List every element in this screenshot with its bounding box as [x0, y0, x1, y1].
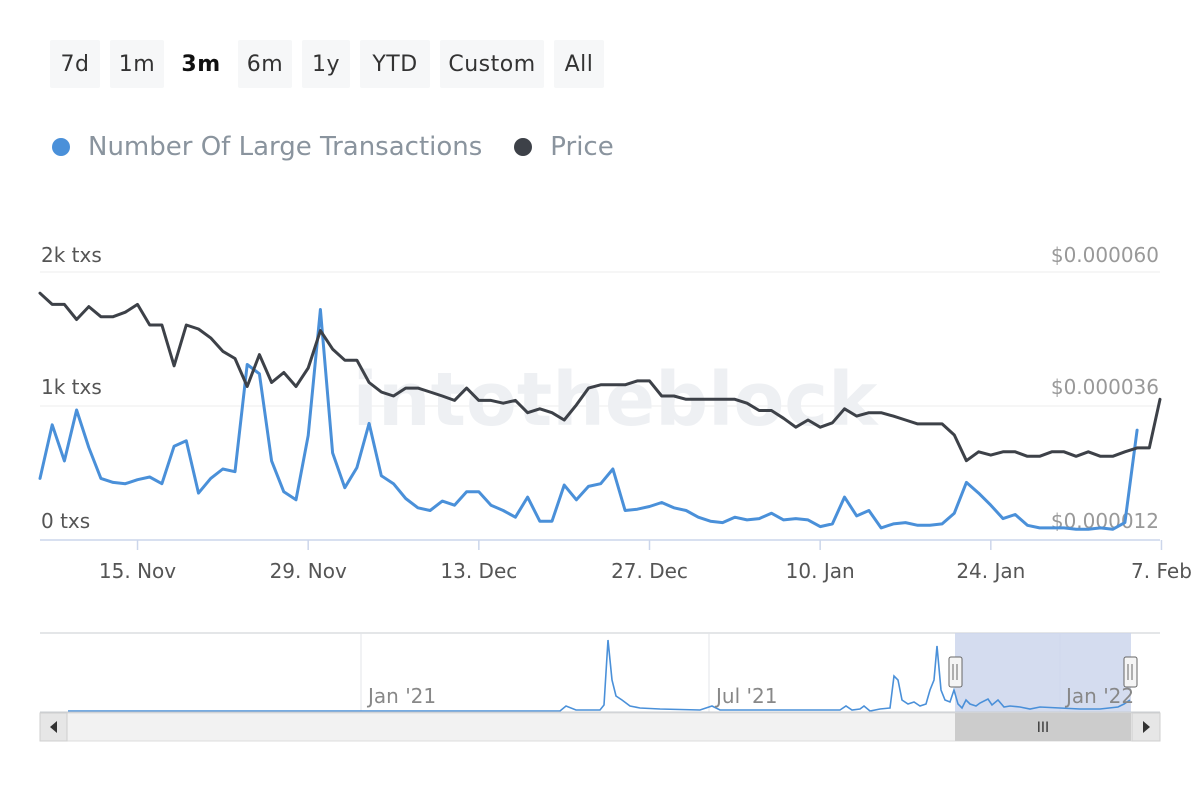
navigator-handle-left[interactable]	[948, 656, 963, 688]
chart-legend: Number Of Large Transactions Price	[52, 132, 614, 162]
arrow-right-icon	[1143, 721, 1150, 733]
arrow-left-icon	[50, 721, 57, 733]
legend-label-price: Price	[550, 132, 614, 162]
scrollbar-thumb[interactable]	[955, 713, 1131, 741]
scroll-left-button[interactable]	[39, 712, 68, 742]
legend-item-price[interactable]: Price	[514, 132, 614, 162]
range-button-1m[interactable]: 1m	[110, 40, 164, 88]
range-button-6m[interactable]: 6m	[238, 40, 292, 88]
scrollbar-grip: III	[1037, 720, 1049, 736]
navigator-label-jan-21: Jan '21	[366, 684, 436, 708]
navigator-selected-range[interactable]	[955, 633, 1131, 712]
scroll-right-button[interactable]	[1131, 712, 1161, 742]
legend-dot-large-transactions	[52, 138, 70, 156]
navigator-series-line	[68, 639, 1131, 712]
range-button-ytd[interactable]: YTD	[360, 40, 430, 88]
range-button-7d[interactable]: 7d	[50, 40, 100, 88]
range-button-1y[interactable]: 1y	[302, 40, 350, 88]
navigator-handle-right[interactable]	[1123, 656, 1138, 688]
legend-dot-price	[514, 138, 533, 156]
range-selector: 7d 1m 3m 6m 1y YTD Custom All	[50, 40, 604, 88]
navigator-label-jul-21: Jul '21	[714, 684, 777, 708]
navigator-label-jan-22: Jan '22	[1064, 684, 1134, 708]
legend-label-large-transactions: Number Of Large Transactions	[88, 132, 483, 162]
legend-item-large-transactions[interactable]: Number Of Large Transactions	[52, 132, 482, 162]
range-button-3m[interactable]: 3m	[174, 40, 228, 88]
range-button-all[interactable]: All	[554, 40, 604, 88]
range-button-custom[interactable]: Custom	[440, 40, 544, 88]
